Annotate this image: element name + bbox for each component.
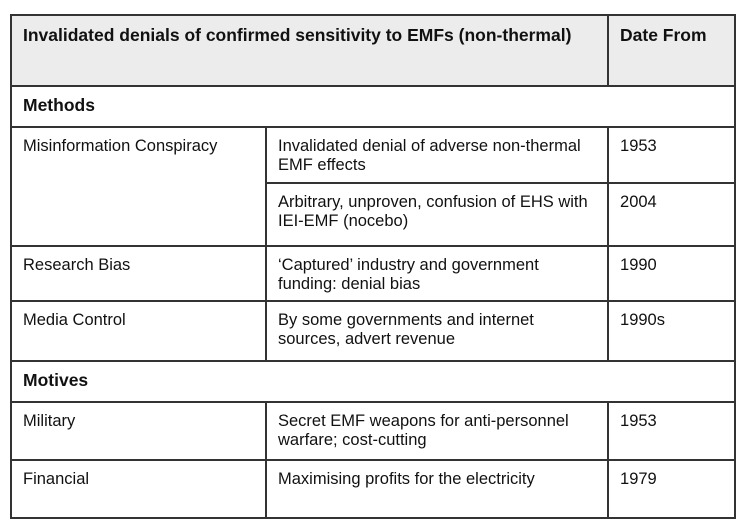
section-row-motives: Motives [9,360,737,403]
table-row: Research Bias ‘Captured’ industry and go… [10,245,737,302]
date-cell: 1990s [607,300,737,362]
table-row: Financial Maximising profits for the ele… [10,459,737,519]
header-title: Invalidated denials of confirmed sensiti… [9,14,610,87]
description-cell: ‘Captured’ industry and government fundi… [264,245,610,302]
category-cell: Research Bias [10,245,267,302]
date-cell: 1979 [607,459,737,519]
date-cell: 2004 [607,182,737,247]
section-label: Methods [9,85,737,128]
table-row: Military Secret EMF weapons for anti-per… [10,401,737,461]
header-date-from: Date From [607,14,737,87]
description-cell: Invalidated denial of adverse non-therma… [264,126,610,184]
table-row: Misinformation Conspiracy Invalidated de… [10,126,737,247]
table-row: Media Control By some governments and in… [10,300,737,362]
category-cell: Media Control [10,300,267,362]
section-label: Motives [9,360,737,403]
section-row-methods: Methods [9,85,737,128]
description-cell: Maximising profits for the electricity [264,459,610,519]
category-cell: Misinformation Conspiracy [10,126,267,247]
emf-denials-table: Invalidated denials of confirmed sensiti… [9,14,737,519]
table-row: Arbitrary, unproven, confusion of EHS wi… [11,182,737,247]
date-cell: 1953 [607,401,737,461]
description-cell: By some governments and internet sources… [264,300,610,362]
category-cell: Military [10,401,267,461]
category-cell: Financial [10,459,267,519]
date-cell: 1953 [607,126,737,184]
header-row: Invalidated denials of confirmed sensiti… [9,14,737,87]
description-cell: Arbitrary, unproven, confusion of EHS wi… [264,182,610,247]
date-cell: 1990 [607,245,737,302]
description-cell: Secret EMF weapons for anti-personnel wa… [264,401,610,461]
